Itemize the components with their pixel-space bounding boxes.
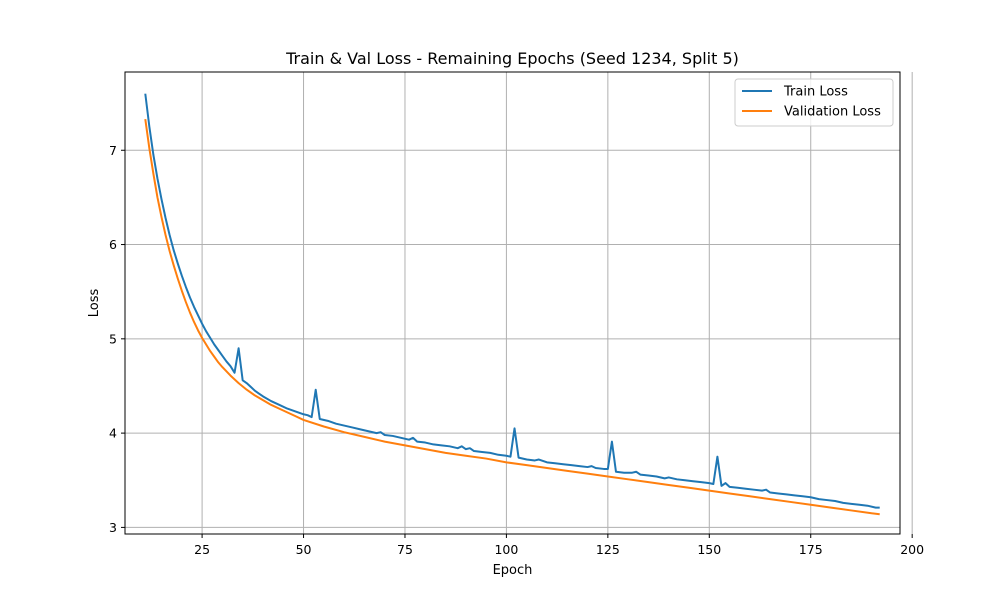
plot-frame bbox=[124, 71, 901, 535]
x-tick-label: 75 bbox=[397, 542, 413, 557]
y-tick-label: 3 bbox=[109, 520, 117, 535]
grid-lines bbox=[125, 72, 913, 534]
y-tick-label: 6 bbox=[109, 237, 117, 252]
legend-label-validation: Validation Loss bbox=[784, 105, 881, 120]
legend-label-train: Train Loss bbox=[783, 85, 848, 100]
y-tick-label: 4 bbox=[109, 426, 117, 441]
x-tick-label: 175 bbox=[799, 542, 823, 557]
y-tick-label: 7 bbox=[109, 143, 117, 158]
x-tick-label: 125 bbox=[596, 542, 620, 557]
axis-ticks: 25 50 75 100 125 150 175 200 3 4 5 6 7 bbox=[109, 143, 924, 557]
legend: Train Loss Validation Loss bbox=[734, 78, 894, 127]
x-tick-label: 25 bbox=[194, 542, 210, 557]
x-tick-label: 100 bbox=[494, 542, 518, 557]
chart-title: Train & Val Loss - Remaining Epochs (See… bbox=[285, 49, 739, 68]
y-axis-label: Loss bbox=[87, 289, 102, 318]
x-tick-label: 200 bbox=[900, 542, 924, 557]
x-tick-label: 50 bbox=[296, 542, 312, 557]
legend-box bbox=[734, 78, 894, 127]
y-tick-label: 5 bbox=[109, 331, 117, 346]
validation-loss-line bbox=[144, 119, 880, 516]
x-tick-label: 150 bbox=[697, 542, 721, 557]
x-axis-label: Epoch bbox=[493, 563, 533, 578]
train-loss-line bbox=[144, 93, 880, 509]
series-lines bbox=[144, 93, 880, 516]
